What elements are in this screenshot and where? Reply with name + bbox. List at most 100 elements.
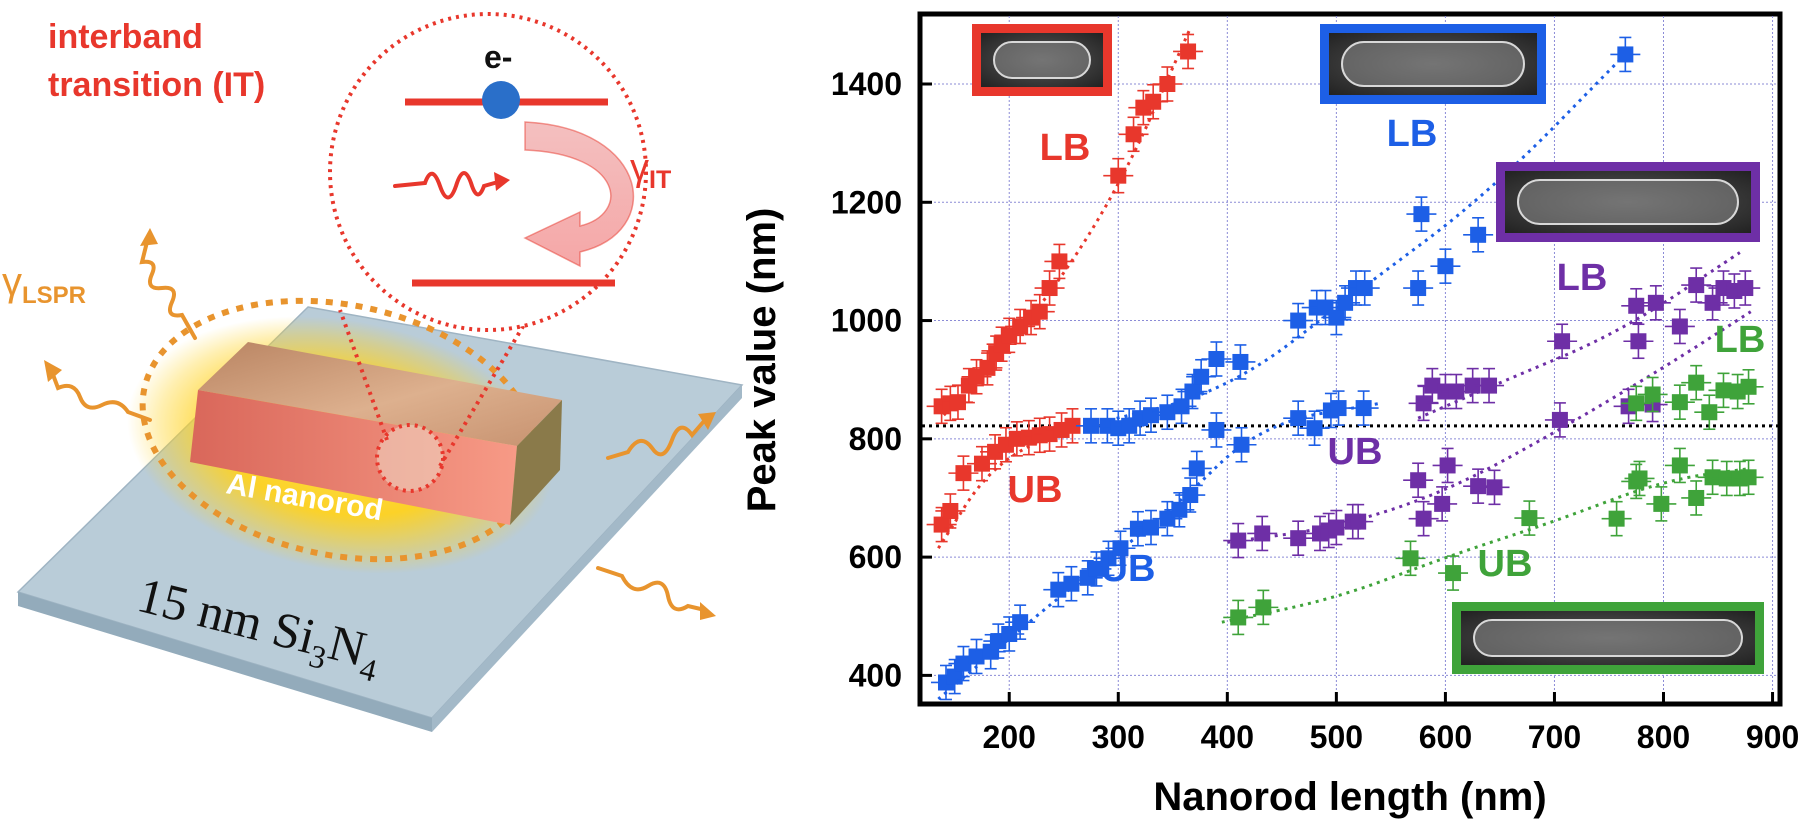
data-point — [1247, 515, 1278, 552]
marker — [1050, 581, 1067, 598]
data-point — [1463, 217, 1494, 253]
lspr-photons — [50, 236, 707, 612]
data-point — [1201, 412, 1232, 448]
data-point — [1135, 509, 1166, 546]
marker — [1704, 469, 1721, 486]
marker — [968, 648, 985, 665]
electron-label: e- — [484, 39, 512, 75]
sem-rod — [1517, 179, 1739, 225]
data-point — [1152, 394, 1183, 431]
data-point — [1181, 450, 1212, 487]
data-point — [1177, 373, 1208, 410]
data-point — [1694, 394, 1725, 431]
marker — [1551, 411, 1568, 428]
marker — [1355, 400, 1372, 417]
marker — [1230, 609, 1247, 626]
marker — [1740, 378, 1757, 395]
marker — [1521, 510, 1538, 527]
marker — [955, 465, 972, 482]
marker — [1413, 206, 1430, 223]
series-label-ub: UB — [1008, 469, 1063, 511]
marker — [1159, 404, 1176, 421]
series-label-lb: LB — [1557, 257, 1608, 299]
data-point — [1664, 308, 1695, 345]
marker — [1328, 309, 1345, 326]
data-point — [1283, 302, 1314, 339]
substrate-side-right — [432, 385, 742, 732]
marker — [955, 655, 972, 672]
marker — [1644, 386, 1661, 403]
incoming-photon-head — [494, 172, 510, 191]
data-point — [1103, 157, 1134, 194]
data-point — [1681, 267, 1712, 303]
marker — [1051, 253, 1068, 270]
marker — [1448, 383, 1465, 400]
marker — [1410, 472, 1427, 489]
data-point — [1248, 589, 1279, 626]
lspr-photon-4 — [596, 566, 707, 612]
data-points — [926, 33, 1764, 701]
data-point — [1283, 400, 1314, 436]
substrate-side-front — [18, 592, 432, 732]
data-point — [1681, 364, 1712, 401]
it-title-line1: interband — [48, 18, 203, 56]
data-point — [1044, 243, 1075, 280]
marker — [1628, 297, 1645, 314]
x-tick-label: 400 — [1201, 719, 1254, 755]
data-point — [1601, 500, 1632, 537]
data-point — [1175, 477, 1206, 513]
gamma-lspr-label: γLSPR — [2, 260, 86, 309]
axis-ticks: 200 300 400 500 600 700 800 900 400 600 800 1000 120… — [831, 66, 1799, 755]
sem-inset — [1452, 602, 1764, 674]
plot-frame — [917, 11, 1783, 707]
marker — [1171, 501, 1188, 518]
data-point — [1076, 408, 1107, 444]
gamma-it-label: γIT — [630, 147, 671, 194]
data-point — [1395, 540, 1426, 577]
data-point — [1173, 33, 1204, 70]
marker — [1142, 519, 1159, 536]
data-point — [1408, 500, 1439, 537]
data-point — [1474, 367, 1505, 404]
series-label-lb: LB — [1040, 127, 1091, 169]
marker — [1647, 294, 1664, 311]
marker — [1740, 469, 1757, 486]
data-point — [1664, 384, 1695, 420]
data-point — [1417, 367, 1448, 404]
y-tick-label: 1200 — [831, 184, 902, 220]
data-point — [1330, 285, 1361, 321]
marker — [1145, 93, 1162, 110]
marker — [1737, 280, 1754, 297]
lspr-photon-2 — [50, 370, 152, 422]
y-tick-label: 600 — [849, 539, 902, 575]
data-point — [1349, 270, 1380, 306]
marker — [1439, 457, 1456, 474]
marker — [1129, 520, 1146, 537]
data-point — [972, 350, 1003, 386]
x-tick-label: 300 — [1092, 719, 1145, 755]
y-tick-label: 400 — [849, 657, 902, 693]
marker — [1233, 436, 1250, 453]
marker — [1173, 398, 1190, 415]
x-axis-title: Nanorod length (nm) — [1153, 775, 1546, 819]
sem-inset — [1496, 162, 1760, 242]
marker — [1424, 377, 1441, 394]
marker — [1434, 495, 1451, 512]
data-point — [1544, 402, 1575, 438]
series-label-lb: LB — [1387, 113, 1438, 155]
data-point — [1640, 285, 1671, 321]
marker — [1208, 351, 1225, 367]
y-tick-label: 1400 — [831, 66, 902, 102]
marker — [1159, 76, 1176, 93]
data-point — [1034, 270, 1065, 306]
nanorod-schematic: Al nanorod 15 nm Si3N4 e- γIT interband … — [2, 12, 744, 732]
it-title-line2: transition (IT) — [48, 66, 265, 104]
marker — [1671, 457, 1688, 474]
marker — [1402, 550, 1419, 567]
data-point — [1730, 270, 1761, 306]
data-point — [1005, 308, 1036, 345]
marker — [1230, 532, 1247, 549]
marker — [1415, 395, 1432, 412]
marker — [1063, 575, 1080, 592]
